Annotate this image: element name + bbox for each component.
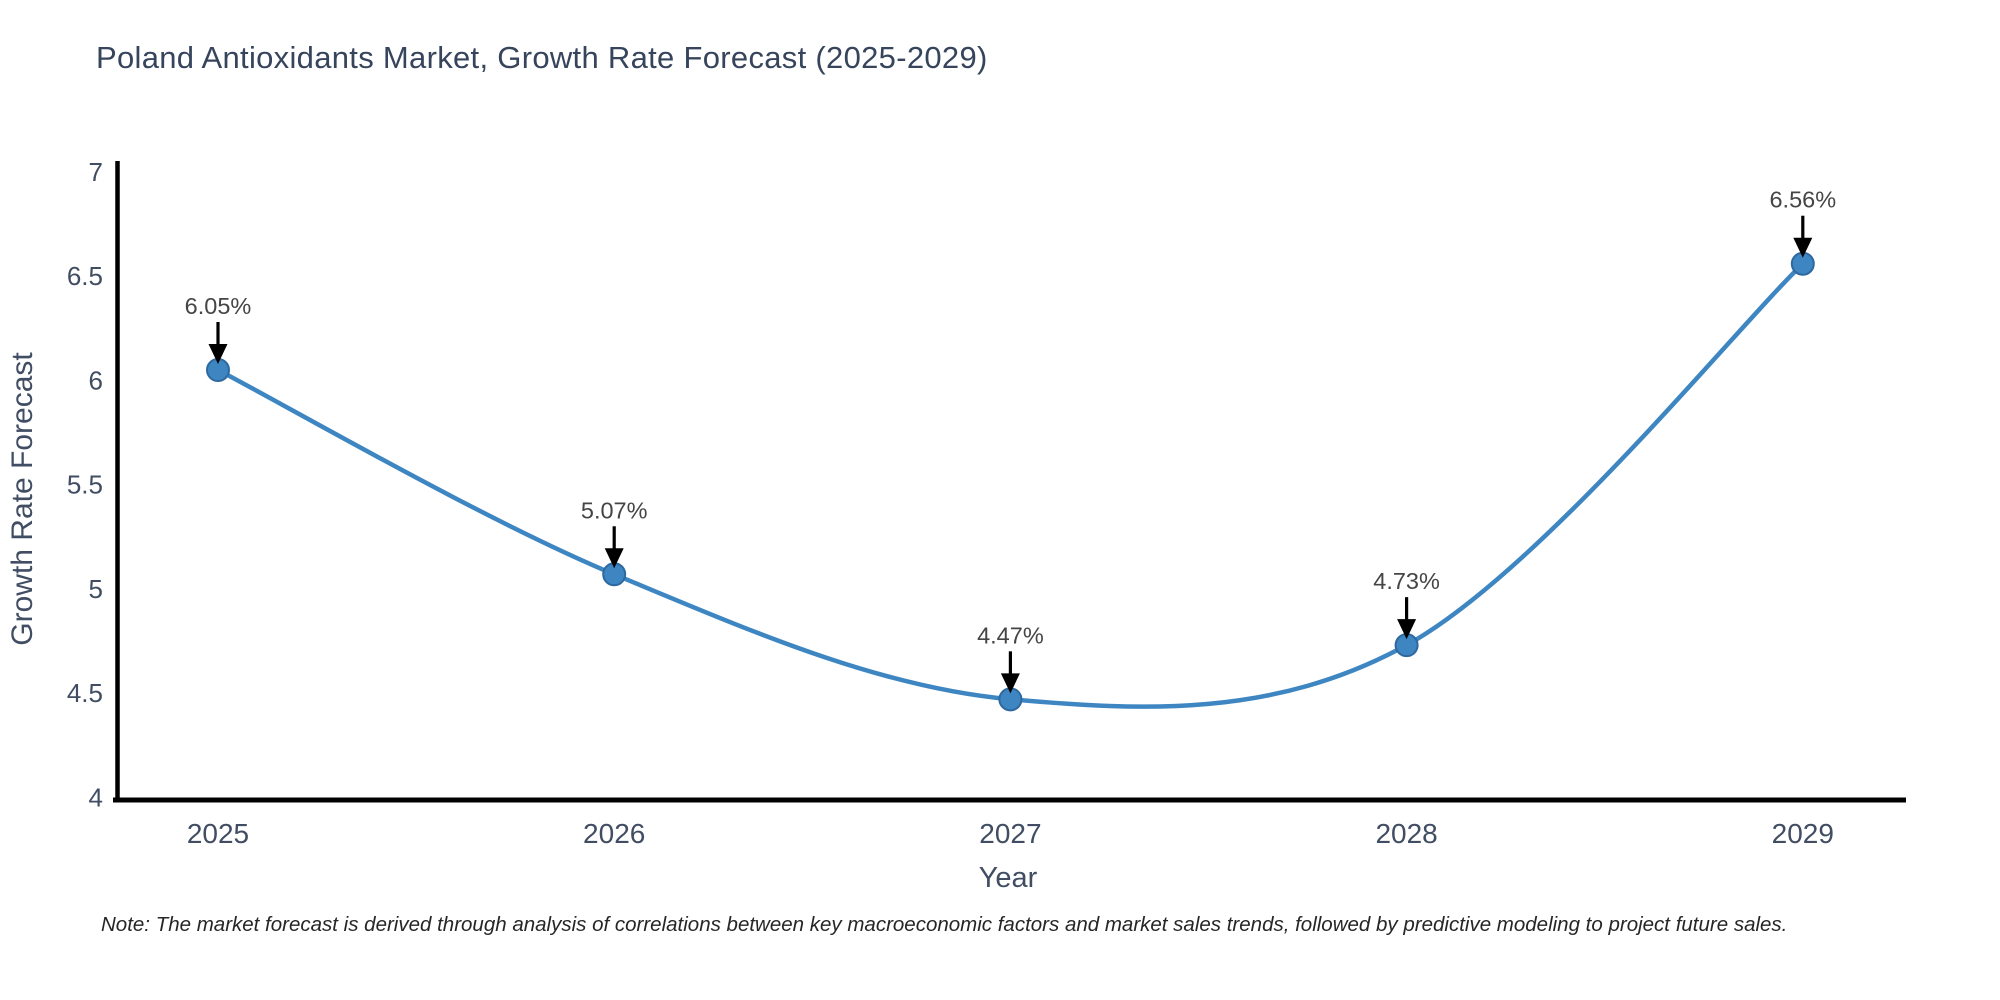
y-tick-label: 4.5: [67, 678, 103, 708]
annotation-arrowhead: [604, 548, 624, 569]
y-tick-label: 7: [89, 157, 103, 187]
data-point-label: 6.56%: [1769, 187, 1836, 213]
y-tick-label: 4: [89, 782, 103, 812]
y-tick-label: 6: [89, 365, 103, 395]
x-tick-label: 2029: [1772, 818, 1834, 849]
annotation-arrowhead: [208, 344, 228, 365]
y-tick-label: 5: [89, 574, 103, 604]
y-tick-label: 6.5: [67, 261, 103, 291]
annotation-arrowhead: [1000, 673, 1020, 694]
data-point-label: 4.47%: [977, 622, 1044, 648]
x-axis-title: Year: [979, 862, 1038, 894]
data-point-label: 4.73%: [1373, 568, 1440, 594]
x-tick-label: 2026: [583, 818, 645, 849]
y-axis-title: Growth Rate Forecast: [6, 352, 39, 646]
annotation-arrowhead: [1793, 237, 1813, 258]
data-point-label: 6.05%: [185, 293, 252, 319]
x-tick-label: 2027: [979, 818, 1041, 849]
x-tick-label: 2025: [187, 818, 249, 849]
footnote: Note: The market forecast is derived thr…: [101, 913, 1788, 936]
x-tick-label: 2028: [1375, 818, 1437, 849]
annotation-arrowhead: [1397, 619, 1417, 640]
data-point-label: 5.07%: [581, 497, 648, 523]
chart-title: Poland Antioxidants Market, Growth Rate …: [96, 40, 988, 75]
y-tick-label: 5.5: [67, 470, 103, 500]
